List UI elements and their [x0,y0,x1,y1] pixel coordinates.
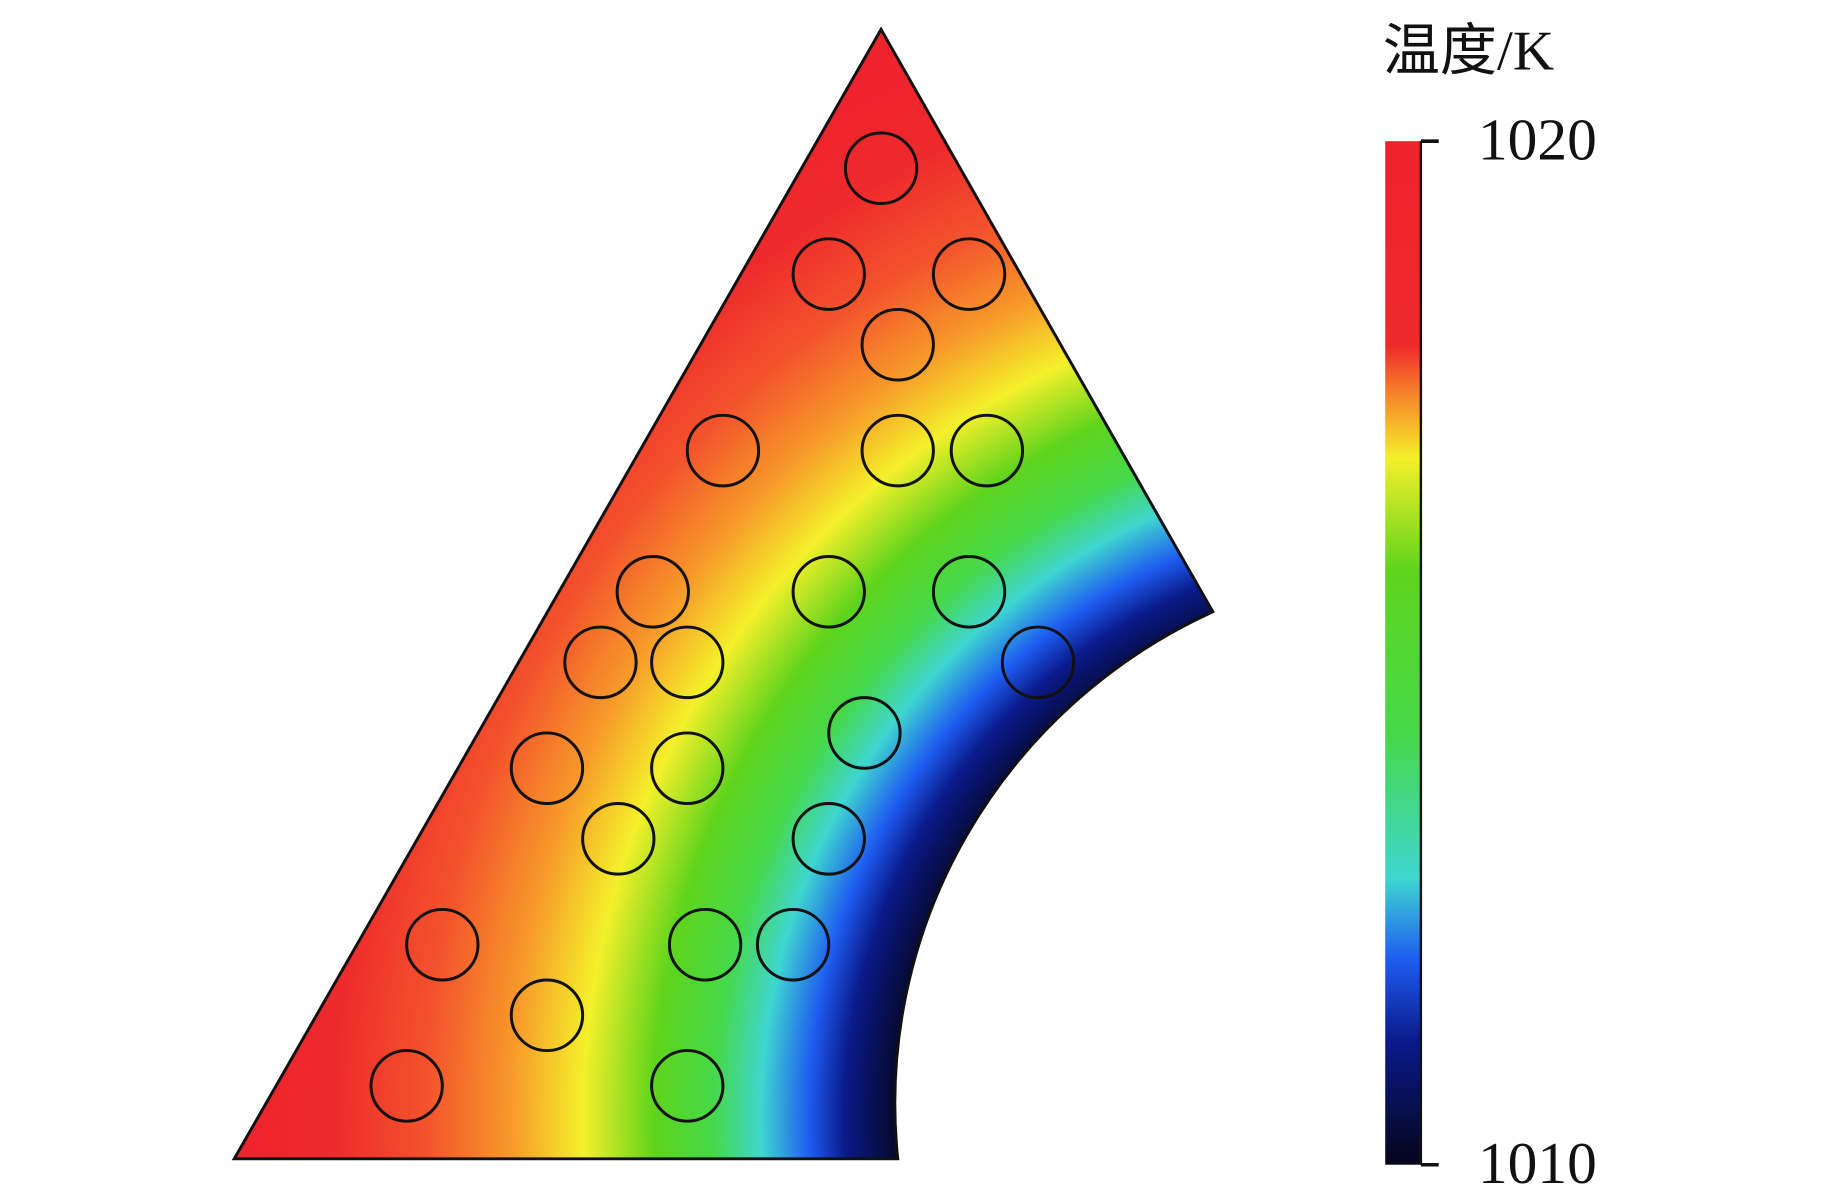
temperature-field [231,26,1215,1161]
colorbar [1385,141,1421,1165]
holes [369,131,1076,1123]
colorbar-tick-label: 1020 [1478,107,1597,173]
colorbar-title: 温度/K [1383,20,1554,83]
colorbar-tick-label: 1010 [1478,1130,1597,1196]
